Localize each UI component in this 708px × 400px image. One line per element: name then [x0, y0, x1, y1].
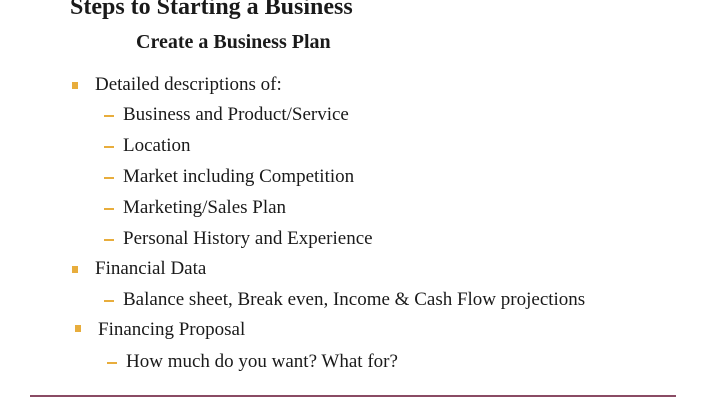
footer-divider	[30, 395, 676, 397]
subitem-location: Location	[123, 135, 191, 156]
slide-subtitle: Create a Business Plan	[136, 31, 331, 53]
bullet-item-descriptions: Detailed descriptions of:	[95, 74, 282, 95]
dash-bullet-icon	[104, 146, 114, 148]
subitem-balance-sheet: Balance sheet, Break even, Income & Cash…	[123, 289, 586, 310]
bullet-item-financial-data: Financial Data	[95, 258, 207, 279]
dash-bullet-icon	[104, 239, 114, 241]
dash-bullet-icon	[104, 115, 114, 117]
subitem-business-product: Business and Product/Service	[123, 104, 349, 125]
dash-bullet-icon	[104, 177, 114, 179]
bullet-item-financing-proposal: Financing Proposal	[98, 319, 246, 340]
square-bullet-icon	[75, 325, 81, 332]
square-bullet-icon	[72, 266, 78, 273]
square-bullet-icon	[72, 82, 78, 89]
dash-bullet-icon	[107, 362, 117, 364]
subitem-personal-history: Personal History and Experience	[123, 228, 373, 249]
subitem-how-much: How much do you want? What for?	[126, 351, 398, 372]
dash-bullet-icon	[104, 300, 114, 302]
subitem-market: Market including Competition	[123, 166, 355, 187]
dash-bullet-icon	[104, 208, 114, 210]
subitem-marketing-sales: Marketing/Sales Plan	[123, 197, 287, 218]
slide-title: Steps to Starting a Business	[70, 0, 353, 20]
